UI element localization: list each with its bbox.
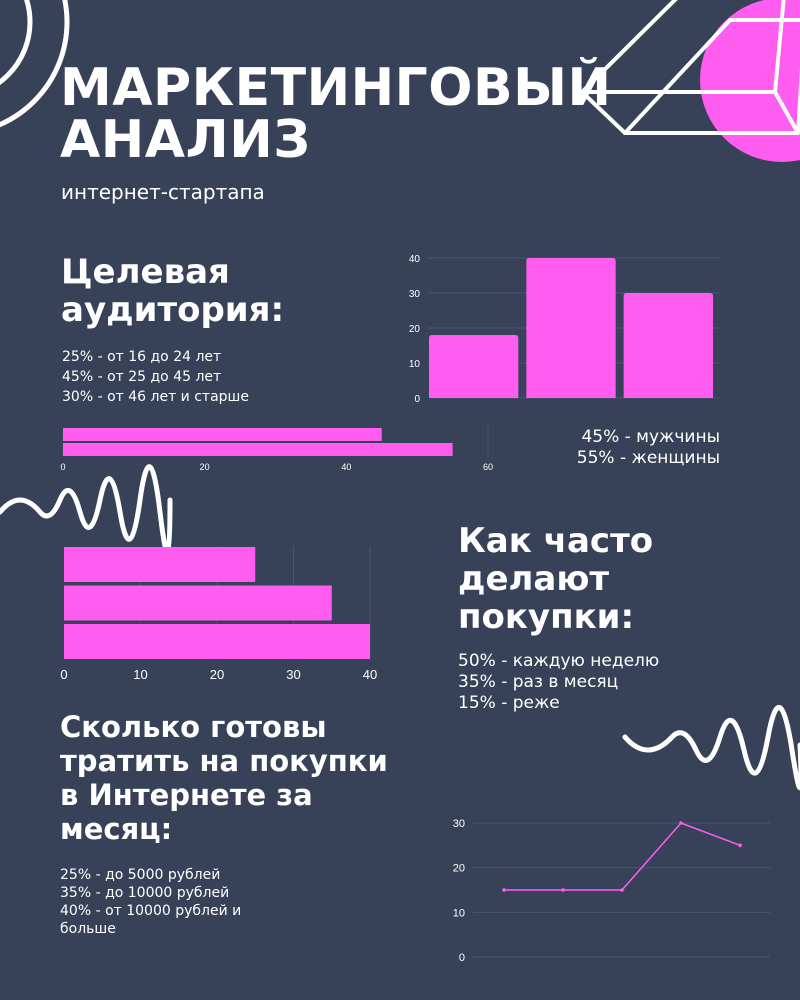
age-bar-chart: 0 10 20 30 40 (409, 254, 720, 405)
list-item: 55% - женщины (576, 448, 720, 468)
data-point (679, 821, 683, 825)
y-tick-label: 0 (414, 394, 420, 405)
bar (63, 443, 453, 456)
audience-list: 25% - от 16 до 24 лет 45% - от 25 до 45 … (62, 347, 249, 407)
list-item: 45% - от 25 до 45 лет (62, 369, 222, 385)
x-tick-label: 20 (200, 462, 210, 472)
bar (64, 585, 332, 621)
heading-line: тратить на покупки (60, 744, 388, 778)
list-item: 50% - каждую неделю (458, 651, 660, 671)
list-item: 35% - до 10000 рублей (60, 885, 230, 901)
page-title: МАРКЕТИНГОВЫЙ АНАЛИЗ (60, 62, 612, 166)
bar (64, 624, 370, 659)
gender-list: 45% - мужчины 55% - женщины (577, 427, 720, 469)
audience-heading: Целевая аудитория: (61, 253, 284, 329)
title-line: АНАЛИЗ (60, 110, 311, 170)
arc-ornament (0, 0, 70, 128)
heading-line: месяц: (60, 812, 173, 846)
heading-line: Сколько готовы (60, 710, 327, 744)
y-tick-label: 30 (409, 289, 421, 300)
gender-bar-chart: 0 20 40 60 (60, 425, 493, 472)
x-tick-label: 0 (60, 667, 67, 682)
wave-ornament (0, 464, 173, 554)
y-tick-label: 30 (453, 818, 465, 830)
list-item: 35% - раз в месяц (458, 672, 619, 692)
y-tick-label: 10 (409, 359, 421, 370)
list-item: 45% - мужчины (581, 427, 720, 447)
heading-line: в Интернете за (60, 778, 313, 812)
heading-line: покупки: (458, 597, 635, 637)
y-tick-label: 0 (459, 952, 465, 964)
bar (63, 428, 382, 441)
spending-heading: Сколько готовы тратить на покупки в Инте… (60, 710, 388, 846)
frequency-list: 50% - каждую неделю 35% - раз в месяц 15… (458, 651, 659, 714)
wave-ornament (622, 704, 800, 791)
x-tick-label: 40 (363, 667, 377, 682)
series-line (504, 822, 741, 891)
y-tick-label: 20 (453, 863, 465, 875)
x-tick-label: 20 (210, 667, 224, 682)
bar (64, 547, 256, 582)
data-point (620, 888, 624, 892)
y-tick-label: 10 (453, 907, 465, 919)
x-tick-label: 30 (286, 667, 300, 682)
y-tick-label: 40 (409, 254, 421, 265)
bar (526, 258, 616, 398)
title-line: МАРКЕТИНГОВЫЙ (60, 58, 612, 118)
list-item: 40% - от 10000 рублей и (60, 903, 242, 919)
heading-line: Как часто (458, 521, 654, 561)
heading-line: Целевая (61, 252, 230, 292)
spending-bar-chart: 0 10 20 30 40 (60, 546, 377, 682)
pink-circle-shape (700, 0, 800, 162)
frequency-heading: Как часто делают покупки: (458, 522, 653, 636)
heading-line: делают (458, 559, 610, 599)
prism-outline-shape (580, 0, 800, 135)
list-item: 15% - реже (458, 693, 560, 713)
data-point (502, 888, 506, 892)
spending-list: 25% - до 5000 рублей 35% - до 10000 рубл… (60, 866, 241, 938)
data-point (738, 843, 742, 848)
list-item: 25% - до 5000 рублей (60, 867, 221, 883)
data-point (561, 888, 565, 892)
page-subtitle: интернет-стартапа (61, 180, 265, 204)
y-tick-label: 20 (409, 324, 421, 335)
list-item: больше (60, 921, 116, 937)
bar (429, 335, 519, 398)
frequency-line-chart: 0 10 20 30 (453, 818, 770, 964)
x-tick-label: 0 (60, 462, 65, 472)
x-tick-label: 10 (133, 667, 147, 682)
x-tick-label: 40 (341, 462, 351, 472)
x-tick-label: 60 (483, 462, 493, 472)
list-item: 25% - от 16 до 24 лет (62, 349, 222, 365)
bar (623, 293, 713, 398)
list-item: 30% - от 46 лет и старше (62, 389, 249, 405)
heading-line: аудитория: (61, 290, 285, 330)
